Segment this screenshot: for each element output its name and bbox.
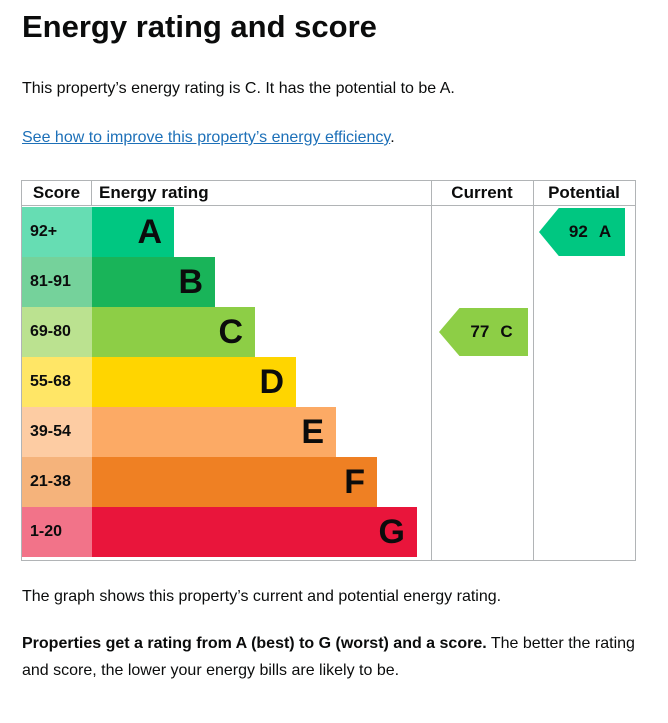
chart-header-row: Score Energy rating Current Potential (22, 181, 635, 206)
intro-text: This property’s energy rating is C. It h… (22, 80, 455, 97)
band-row-c: 69-80 C (22, 307, 432, 357)
rating-explainer-bold: Properties get a rating from A (best) to… (22, 635, 487, 652)
band-row-g: 1-20 G (22, 507, 432, 557)
current-score-value: 77 (470, 322, 490, 341)
band-bar-b: B (92, 257, 215, 307)
band-rows: 92+ A 81-91 B 69-80 C 55-68 D 39-54 E 21… (22, 207, 432, 557)
score-range-f: 21-38 (22, 457, 92, 507)
page-title: Energy rating and score (22, 9, 377, 44)
rating-explainer-rest: The better the rating and score, the low… (22, 635, 635, 679)
improve-link-line: See how to improve this property’s energ… (22, 129, 646, 147)
band-bar-f: F (92, 457, 377, 507)
band-row-d: 55-68 D (22, 357, 432, 407)
improve-efficiency-link[interactable]: See how to improve this property’s energ… (22, 129, 391, 146)
potential-band-letter: A (598, 222, 612, 241)
band-bar-g: G (92, 507, 417, 557)
band-bar-d: D (92, 357, 296, 407)
potential-rating-marker: 92 A (539, 208, 625, 256)
current-rating-marker: 77 C (439, 308, 528, 356)
potential-score-value: 92 (568, 222, 588, 241)
score-range-e: 39-54 (22, 407, 92, 457)
column-header-current: Current (451, 183, 513, 202)
score-range-g: 1-20 (22, 507, 92, 557)
rating-explainer: Properties get a rating from A (best) to… (22, 630, 646, 684)
energy-rating-chart: Score Energy rating Current Potential 92… (21, 180, 636, 561)
band-row-a: 92+ A (22, 207, 432, 257)
current-column-divider (431, 181, 432, 560)
band-row-e: 39-54 E (22, 407, 432, 457)
band-row-b: 81-91 B (22, 257, 432, 307)
column-header-score: Score (22, 181, 92, 205)
potential-column-divider (533, 181, 534, 560)
chart-caption: The graph shows this property’s current … (22, 588, 502, 605)
band-bar-e: E (92, 407, 336, 457)
column-header-energy-rating: Energy rating (99, 183, 209, 202)
column-header-potential: Potential (548, 183, 620, 202)
score-range-d: 55-68 (22, 357, 92, 407)
score-range-c: 69-80 (22, 307, 92, 357)
link-suffix-period: . (390, 129, 395, 146)
energy-rating-section: Energy rating and score This property’s … (0, 9, 668, 684)
score-range-a: 92+ (22, 207, 92, 257)
band-row-f: 21-38 F (22, 457, 432, 507)
band-bar-c: C (92, 307, 255, 357)
score-range-b: 81-91 (22, 257, 92, 307)
band-bar-a: A (92, 207, 174, 257)
current-band-letter: C (500, 322, 513, 341)
